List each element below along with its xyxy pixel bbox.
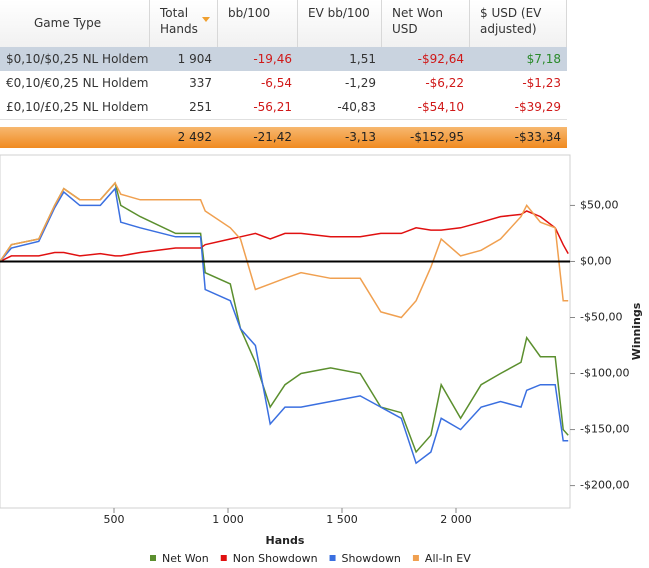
column-header[interactable]: Total Hands xyxy=(150,0,218,47)
y-tick-label: $50,00 xyxy=(580,198,619,211)
table-cell: -$6,22 xyxy=(425,76,464,90)
legend-swatch xyxy=(150,555,156,561)
legend-swatch xyxy=(220,555,227,561)
table-cell: $7,18 xyxy=(526,52,561,66)
column-header[interactable]: EV bb/100 xyxy=(298,0,382,47)
column-header[interactable]: $ USD (EV adjusted) xyxy=(470,0,567,47)
total-cell: -3,13 xyxy=(344,130,376,144)
series-line xyxy=(0,210,569,263)
y-tick-label: -$150,00 xyxy=(580,423,629,436)
x-axis-label: Hands xyxy=(266,534,305,547)
table-cell: £0,10/£0,25 NL Holdem xyxy=(6,100,149,114)
x-tick-label: 1 000 xyxy=(212,513,244,526)
table-row[interactable]: $0,10/$0,25 NL Holdem 1 904 -19,46 1,51 -$92… xyxy=(0,47,567,72)
legend-label: Non Showdown xyxy=(233,552,318,565)
y-tick-label: $0,00 xyxy=(580,254,612,267)
total-cell: -$33,34 xyxy=(514,130,561,144)
table-row[interactable]: £0,10/£0,25 NL Holdem 251 -56,21 -40,83 -$54… xyxy=(0,95,567,120)
table-cell: 1,51 xyxy=(349,52,376,66)
table-cell: -19,46 xyxy=(253,52,292,66)
total-cell: 2 492 xyxy=(177,130,212,144)
total-cell: -$152,95 xyxy=(410,130,464,144)
table-cell: 337 xyxy=(189,76,212,90)
column-header[interactable]: Net Won USD xyxy=(382,0,470,47)
column-header[interactable]: bb/100 xyxy=(218,0,298,47)
legend-label: All-In EV xyxy=(425,552,471,565)
y-tick-label: -$100,00 xyxy=(580,367,629,380)
table-cell: 1 904 xyxy=(177,52,212,66)
table-cell: 251 xyxy=(189,100,212,114)
table-cell: -$54,10 xyxy=(417,100,464,114)
table-cell: -40,83 xyxy=(337,100,376,114)
total-cell: -21,42 xyxy=(253,130,292,144)
table-cell: -$92,64 xyxy=(417,52,464,66)
table-cell: -1,29 xyxy=(344,76,376,90)
y-tick-label: -$200,00 xyxy=(580,479,629,492)
series-line xyxy=(0,181,569,319)
table-cell: -$1,23 xyxy=(522,76,561,90)
column-header[interactable]: Game Type xyxy=(0,0,150,47)
x-tick-label: 1 500 xyxy=(326,513,358,526)
x-tick-label: 500 xyxy=(104,513,125,526)
table-cell: -6,54 xyxy=(260,76,292,90)
legend-swatch xyxy=(412,555,419,561)
series-line xyxy=(0,186,569,465)
chart: $50,00 $0,00 -$50,00 -$100,00 -$150,00 -$200,… xyxy=(0,154,643,565)
x-tick-label: 2 000 xyxy=(440,513,472,526)
table-cell: $0,10/$0,25 NL Holdem xyxy=(6,52,149,66)
legend-label: Net Won xyxy=(162,552,209,565)
stats-table: Game Type Total Hands bb/100 EV bb/100 Net W… xyxy=(0,0,567,150)
sort-indicator xyxy=(202,17,210,22)
legend-label: Showdown xyxy=(342,552,401,565)
totals-row: 2 492 -21,42 -3,13 -$152,95 -$33,34 xyxy=(0,127,567,148)
table-cell: -$39,29 xyxy=(514,100,561,114)
table-cell: -56,21 xyxy=(253,100,292,114)
y-tick-label: -$50,00 xyxy=(580,310,622,323)
y-axis-label: Winnings xyxy=(630,302,643,360)
legend-swatch xyxy=(329,555,336,561)
table-cell: €0,10/€0,25 NL Holdem xyxy=(6,76,149,90)
plot-area xyxy=(0,154,571,509)
table-row[interactable]: €0,10/€0,25 NL Holdem 337 -6,54 -1,29 -$6,22… xyxy=(0,71,567,96)
